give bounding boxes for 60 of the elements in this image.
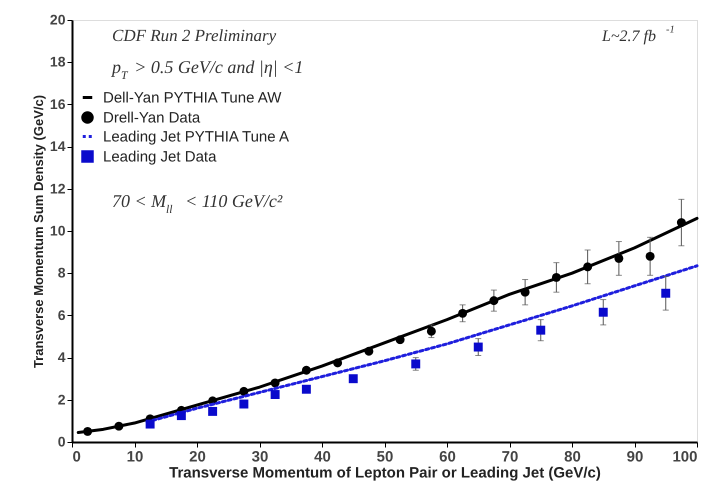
y-tick-label: 0 (58, 434, 66, 450)
y-tick-label: 10 (50, 222, 66, 238)
x-tick-label: 50 (376, 448, 394, 466)
x-tick-label: 10 (126, 448, 144, 466)
y-tick-label: 4 (58, 349, 66, 366)
point (83, 426, 92, 436)
x-tick-label: 20 (189, 448, 206, 466)
point (302, 384, 311, 394)
point (270, 390, 280, 399)
point (520, 288, 530, 297)
point (396, 335, 405, 344)
y-tick-label: 2 (58, 391, 66, 408)
x-tick-label: 60 (439, 448, 456, 466)
y-axis-title: Transverse Momentum Sum Density (GeV/c) (30, 94, 46, 368)
point (614, 254, 624, 263)
legend-label: Leading Jet PYTHIA Tune A (103, 128, 289, 146)
y-tick-label: 8 (58, 264, 66, 281)
line-series (76, 216, 698, 434)
point (270, 378, 280, 388)
point (176, 411, 186, 420)
point (411, 359, 420, 368)
point (474, 342, 483, 352)
point (583, 262, 592, 272)
annotation: CDF Run 2 Preliminary (112, 26, 277, 45)
point (348, 374, 358, 384)
x-tick-label: 0 (72, 448, 81, 466)
point (536, 326, 546, 335)
x-tick-label: 70 (502, 448, 518, 466)
y-tick-label: 14 (50, 138, 66, 154)
point (364, 346, 374, 356)
x-tick-label: 40 (314, 448, 331, 466)
legend-label: Leading Jet Data (103, 148, 218, 166)
point (646, 252, 655, 261)
point (552, 272, 561, 282)
point (661, 288, 670, 298)
point (146, 420, 155, 429)
x-tick-label: 90 (626, 448, 644, 466)
x-axis-title: Transverse Momentum of Lepton Pair or Leading Jet (GeV/c) (169, 464, 601, 482)
point (239, 400, 248, 408)
point (239, 386, 248, 396)
y-tick-label: 16 (50, 96, 66, 112)
x-tick-label: 100 (672, 448, 698, 466)
point (458, 308, 468, 318)
point (426, 326, 436, 336)
point (333, 358, 342, 368)
point (114, 422, 124, 431)
legend-label: Dell-Yan PYTHIA Tune AW (103, 90, 282, 106)
legend-label: Drell-Yan Data (103, 110, 201, 126)
y-tick-label: 12 (50, 180, 66, 196)
x-tick-label: 80 (564, 448, 581, 466)
point (676, 218, 686, 228)
x-tick-label: 30 (252, 448, 268, 466)
y-tick-label: 6 (58, 306, 66, 323)
point (302, 366, 311, 375)
y-tick-label: 20 (50, 12, 66, 28)
annotation: L~2.7 fb-1 (601, 24, 675, 45)
point (208, 406, 218, 416)
point (598, 308, 608, 317)
point (489, 296, 498, 306)
y-tick-label: 18 (50, 54, 66, 70)
